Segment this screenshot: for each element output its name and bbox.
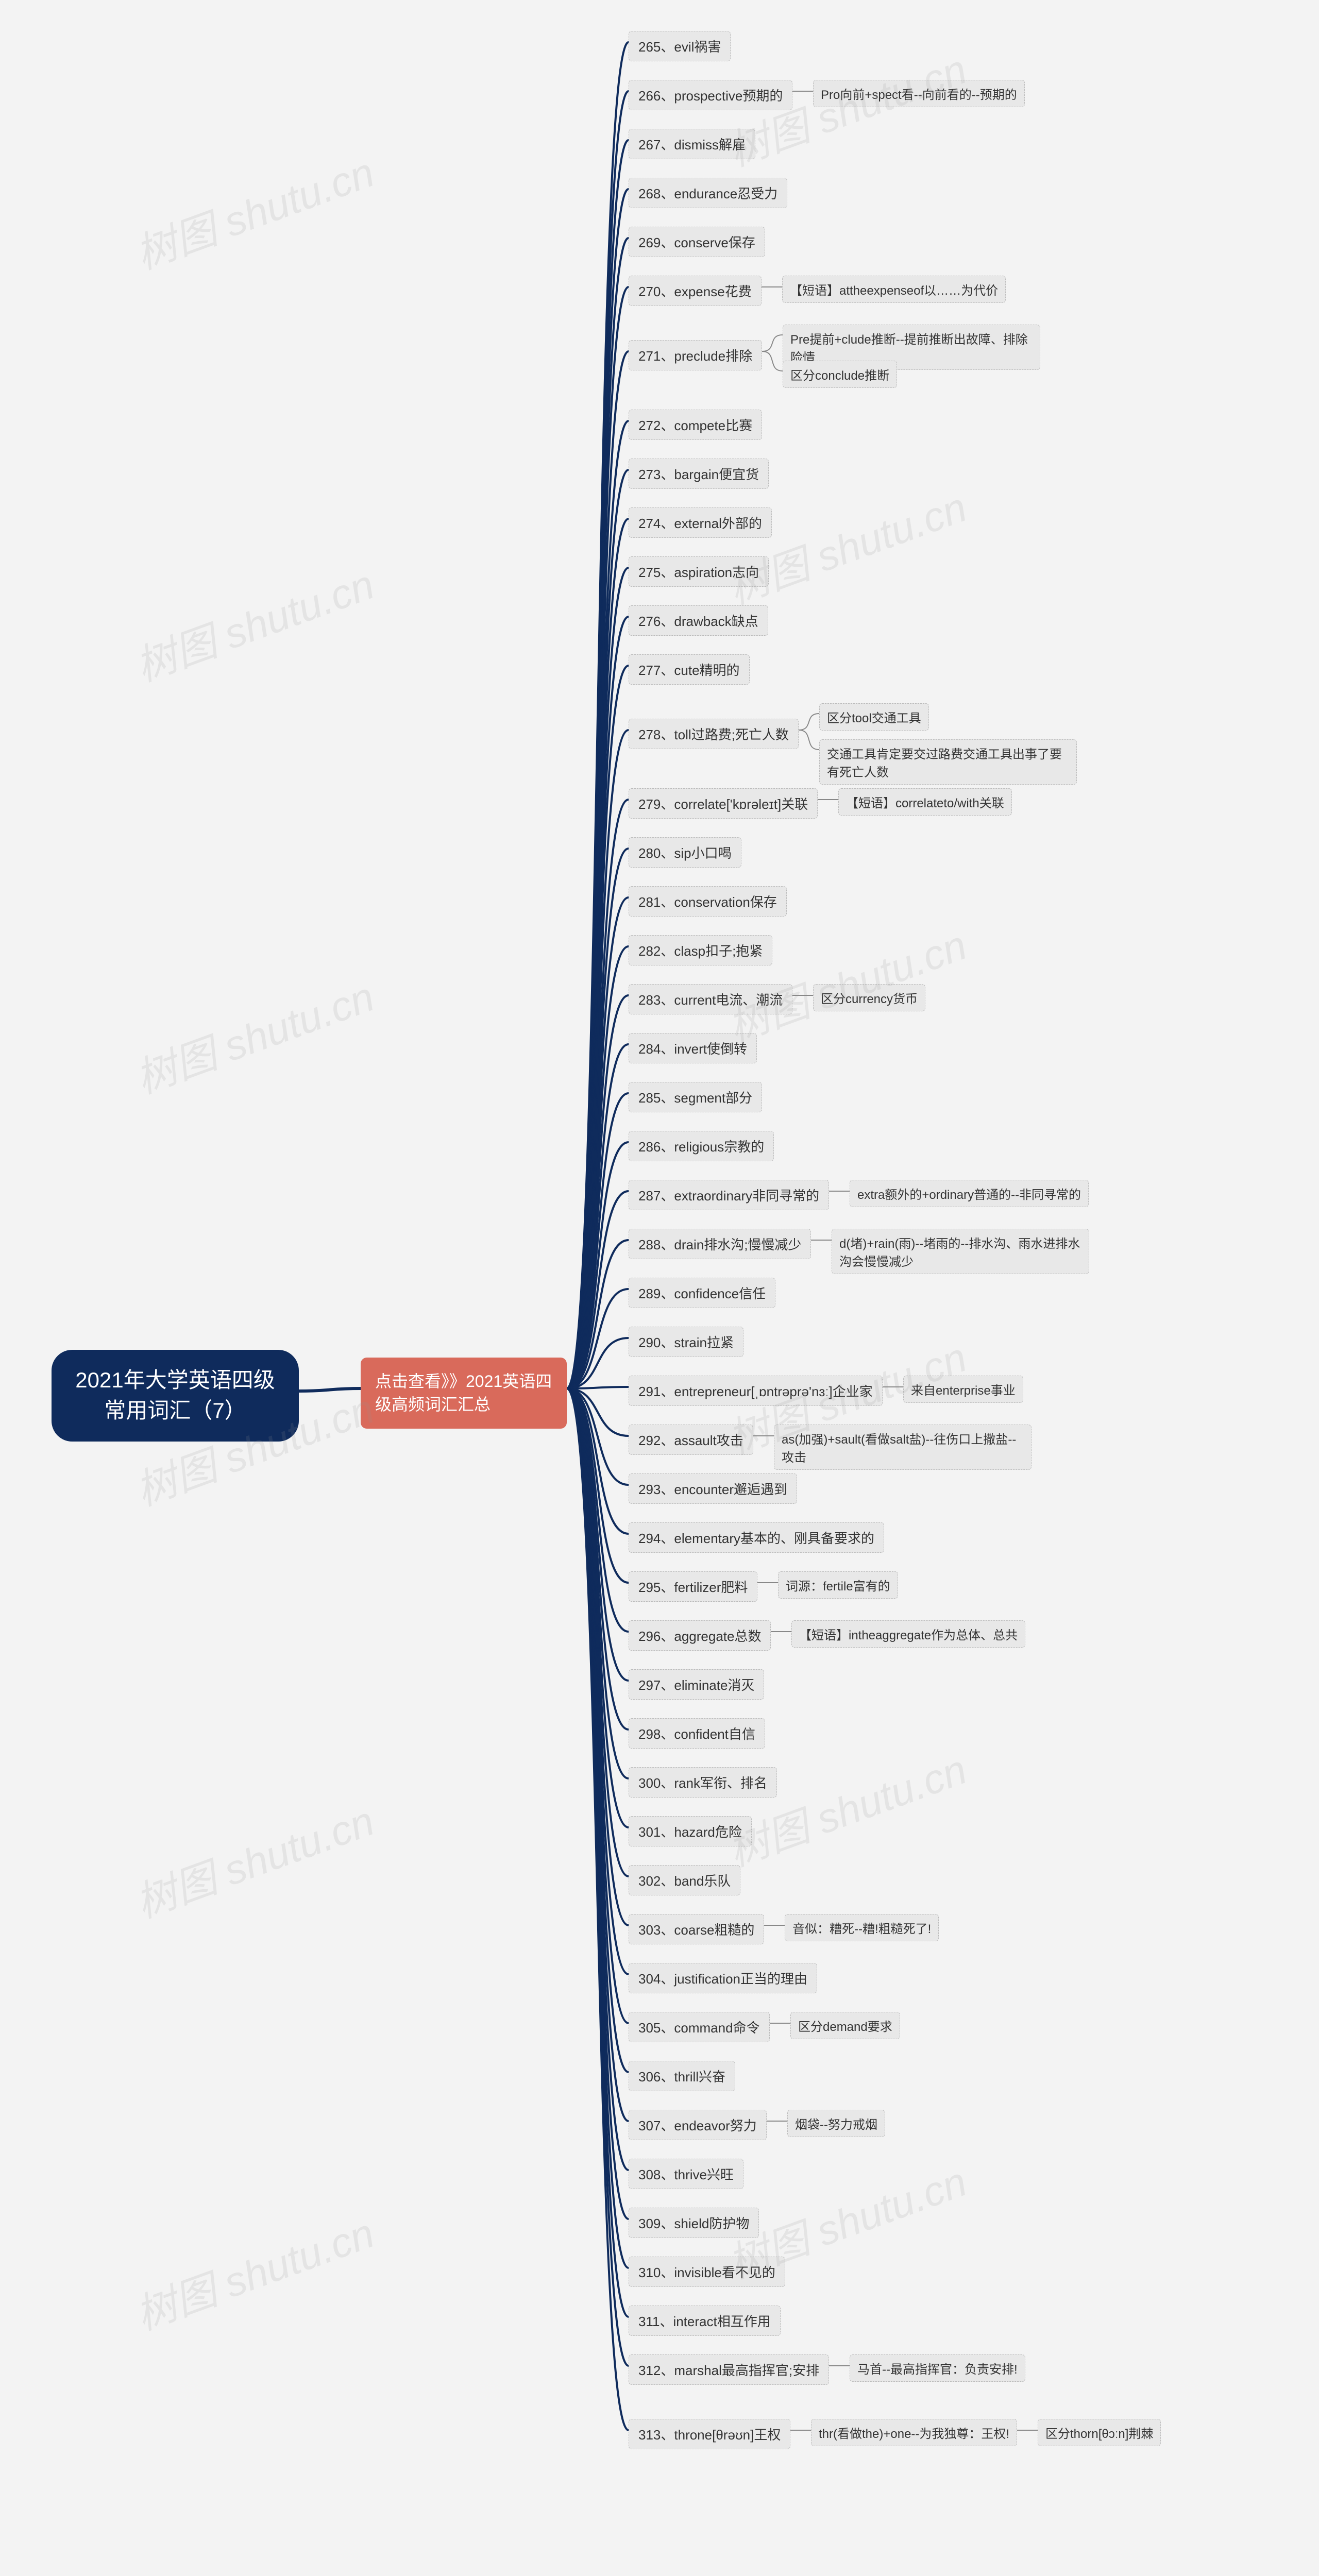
vocab-note: thr(看做the)+one--为我独尊：王权! <box>811 2419 1017 2446</box>
vocab-item: 272、compete比赛 <box>629 410 762 440</box>
vocab-note: 来自enterprise事业 <box>903 1376 1023 1403</box>
vocab-note: 【短语】correlateto/with关联 <box>838 788 1012 816</box>
vocab-item: 304、justification正当的理由 <box>629 1963 817 1993</box>
vocab-item: 302、band乐队 <box>629 1865 740 1895</box>
vocab-item: 295、fertilizer肥料 <box>629 1571 757 1602</box>
vocab-item: 300、rank军衔、排名 <box>629 1767 777 1798</box>
root-node: 2021年大学英语四级常用词汇（7） <box>52 1350 299 1442</box>
vocab-item: 289、confidence信任 <box>629 1278 775 1308</box>
vocab-note: 区分thorn[θɔːn]荆棘 <box>1038 2419 1161 2446</box>
vocab-item: 281、conservation保存 <box>629 886 787 917</box>
hub-node: 点击查看》》2021英语四级高频词汇汇总 <box>361 1358 567 1429</box>
vocab-note: 区分demand要求 <box>790 2012 900 2039</box>
vocab-item: 288、drain排水沟;慢慢减少 <box>629 1229 811 1259</box>
vocab-note: 区分currency货币 <box>813 984 925 1011</box>
vocab-item: 267、dismiss解雇 <box>629 129 755 159</box>
vocab-item: 307、endeavor努力 <box>629 2110 767 2140</box>
vocab-item: 303、coarse粗糙的 <box>629 1914 764 1944</box>
vocab-note: 马首--最高指挥官：负责安排! <box>850 2354 1025 2382</box>
vocab-note: Pro向前+spect看--向前看的--预期的 <box>813 80 1025 107</box>
vocab-item: 275、aspiration志向 <box>629 556 769 587</box>
vocab-note: 区分tool交通工具 <box>819 703 929 731</box>
vocab-item: 309、shield防护物 <box>629 2208 759 2238</box>
vocab-note: 区分conclude推断 <box>783 361 897 388</box>
vocab-item: 308、thrive兴旺 <box>629 2159 743 2189</box>
vocab-item: 279、correlate['kɒrəleɪt]关联 <box>629 788 818 819</box>
vocab-item: 301、hazard危险 <box>629 1816 752 1846</box>
vocab-item: 283、current电流、潮流 <box>629 984 792 1014</box>
vocab-item: 287、extraordinary非同寻常的 <box>629 1180 829 1210</box>
vocab-item: 290、strain拉紧 <box>629 1327 743 1357</box>
vocab-item: 312、marshal最高指挥官;安排 <box>629 2354 829 2385</box>
vocab-item: 313、throne[θrəʊn]王权 <box>629 2419 790 2449</box>
vocab-item: 298、confident自信 <box>629 1718 765 1749</box>
vocab-item: 296、aggregate总数 <box>629 1620 771 1651</box>
vocab-note: 音似：糟死--糟!粗糙死了! <box>785 1914 939 1941</box>
vocab-item: 271、preclude排除 <box>629 340 762 370</box>
vocab-item: 265、evil祸害 <box>629 31 731 61</box>
vocab-item: 293、encounter邂逅遇到 <box>629 1473 797 1504</box>
vocab-item: 310、invisible看不见的 <box>629 2257 785 2287</box>
vocab-item: 270、expense花费 <box>629 276 762 306</box>
vocab-note: as(加强)+sault(看做salt盐)--往伤口上撒盐--攻击 <box>774 1425 1031 1470</box>
vocab-item: 284、invert使倒转 <box>629 1033 757 1063</box>
vocab-item: 282、clasp扣子;抱紧 <box>629 935 772 965</box>
vocab-item: 266、prospective预期的 <box>629 80 792 110</box>
vocab-item: 311、interact相互作用 <box>629 2306 781 2336</box>
vocab-note: 词源：fertile富有的 <box>778 1571 898 1599</box>
vocab-note: 【短语】attheexpenseof以……为代价 <box>782 276 1006 303</box>
vocab-item: 297、eliminate消灭 <box>629 1669 764 1700</box>
vocab-item: 278、toll过路费;死亡人数 <box>629 719 799 749</box>
vocab-item: 277、cute精明的 <box>629 654 750 685</box>
vocab-item: 268、endurance忍受力 <box>629 178 787 208</box>
vocab-item: 291、entrepreneur[ˌɒntrəprə'nɜː]企业家 <box>629 1376 883 1406</box>
vocab-item: 269、conserve保存 <box>629 227 765 257</box>
vocab-item: 294、elementary基本的、刚具备要求的 <box>629 1522 884 1553</box>
vocab-note: 交通工具肯定要交过路费交通工具出事了要有死亡人数 <box>819 739 1077 785</box>
vocab-item: 273、bargain便宜货 <box>629 459 769 489</box>
vocab-item: 285、segment部分 <box>629 1082 762 1112</box>
vocab-item: 276、drawback缺点 <box>629 605 768 636</box>
vocab-item: 274、external外部的 <box>629 507 772 538</box>
vocab-item: 306、thrill兴奋 <box>629 2061 735 2091</box>
vocab-note: 烟袋--努力戒烟 <box>787 2110 885 2137</box>
vocab-item: 286、religious宗教的 <box>629 1131 774 1161</box>
vocab-note: 【短语】intheaggregate作为总体、总共 <box>791 1620 1025 1648</box>
vocab-item: 305、command命令 <box>629 2012 770 2042</box>
vocab-item: 280、sip小口喝 <box>629 837 741 868</box>
vocab-item: 292、assault攻击 <box>629 1425 753 1455</box>
vocab-note: d(堵)+rain(雨)--堵雨的--排水沟、雨水进排水沟会慢慢减少 <box>832 1229 1089 1274</box>
vocab-note: extra额外的+ordinary普通的--非同寻常的 <box>850 1180 1089 1207</box>
